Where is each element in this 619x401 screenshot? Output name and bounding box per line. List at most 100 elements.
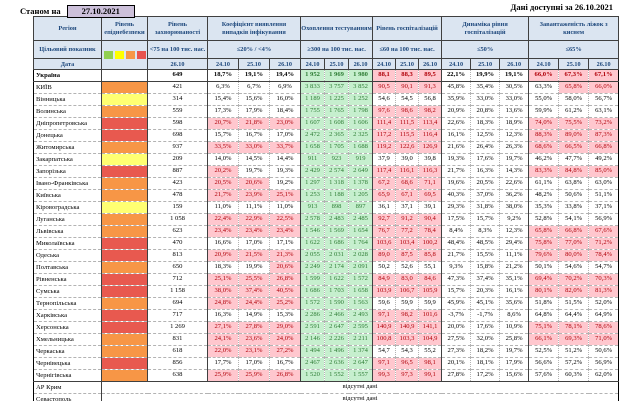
detection-value: 25,5% [238, 273, 270, 286]
detection-value: 15,7% [207, 129, 239, 142]
hospitalization-value: 90,5 [372, 81, 396, 94]
testing-value: 1 686 [324, 237, 349, 250]
detection-value: 25,9% [207, 369, 239, 382]
oxygen-beds-value: 74,0% [528, 117, 559, 130]
hosp-dynamics-value: 31,8% [470, 201, 500, 214]
table-row: АР Крим відсутні дані [33, 381, 619, 394]
table-row: КИЇВ 421 6,3% 6,7% 6,9% 3 833 3 757 3 852 90,5 90… [33, 81, 619, 94]
oxygen-beds-value: 61,2% [558, 105, 589, 118]
oxygen-beds-value: 51,2% [558, 345, 589, 358]
hosp-dynamics-value: 18,9% [499, 117, 529, 130]
date-cell: 25.10 [395, 58, 420, 70]
hosp-dynamics-value: 12,3% [499, 225, 529, 238]
region-name: Донецька [33, 129, 102, 142]
oxygen-beds-value: 80,1% [528, 285, 559, 298]
testing-value: 2 636 [324, 357, 349, 370]
table-header: Регіон Рівень епіднебезпеки Рівень захво… [33, 16, 619, 70]
table-row: Одеська 813 20,9% 21,5% 21,3% 2 055 2 031 2 028… [33, 249, 619, 262]
hosp-dynamics-value: 21,7% [441, 165, 471, 178]
hospitalization-value: 122,6 [395, 141, 419, 154]
hospitalization-value: 99,1 [418, 369, 442, 382]
region-name: Київська [33, 189, 102, 202]
oxygen-beds-value: 87,3% [588, 129, 619, 142]
hospitalization-value: 55,2 [418, 345, 442, 358]
hosp-dynamics-value: 21,7% [441, 249, 471, 262]
detection-value: 6,7% [238, 81, 270, 94]
hosp-dynamics-value: 15,7% [470, 213, 500, 226]
oxygen-beds-value: 84,8% [558, 165, 589, 178]
oxygen-beds-value: 66,8% [558, 225, 589, 238]
testing-value: 1 563 [348, 297, 373, 310]
testing-value: 2 146 [300, 333, 325, 346]
detection-value: 22,4% [207, 213, 239, 226]
danger-level-swatch [101, 117, 148, 130]
detection-value: 14,0% [207, 153, 239, 166]
hospitalization-value: 98,2 [395, 309, 419, 322]
as-of-date: 27.10.2021 [66, 5, 135, 18]
detection-value: 33,5% [207, 141, 239, 154]
covid-regions-table: Регіон Рівень епіднебезпеки Рівень захво… [33, 16, 619, 401]
date-cell: 26.10 [588, 58, 619, 70]
testing-value: 2 649 [348, 165, 373, 178]
testing-value: 1 952 [300, 69, 325, 82]
hospitalization-value: 116,4 [418, 129, 442, 142]
detection-value: 23,6% [238, 333, 270, 346]
hosp-dynamics-value: 26,4% [470, 141, 500, 154]
region-name: Вінницька [33, 93, 102, 106]
detection-value: 19,9% [238, 261, 270, 274]
oxygen-beds-value: 69,3% [558, 333, 589, 346]
target-indicator-label: Цільовий показник [33, 40, 102, 59]
table-row: Вінницька 314 15,4% 15,6% 16,0% 1 189 1 225 1 2… [33, 93, 619, 106]
table-row: Херсонська 1 269 27,1% 27,8% 29,0% 2 591 2 647… [33, 321, 619, 334]
danger-level-swatch [101, 357, 148, 370]
danger-level-swatch [101, 129, 148, 142]
hospitalization-value: 54,6 [372, 93, 396, 106]
criterion-oxygen-beds: ≤65% [528, 40, 619, 59]
hosp-dynamics-value: 9,3% [441, 261, 471, 274]
incidence-value: 1 269 [147, 321, 208, 334]
hosp-dynamics-value: 13,6% [499, 105, 529, 118]
detection-value: 11,0% [268, 201, 301, 214]
legend-yellow-square [114, 51, 124, 59]
hosp-dynamics-value: 35,1% [499, 273, 529, 286]
criterion-testing: ≥300 на 100 тис. нас. [300, 40, 374, 59]
oxygen-beds-value: 54,6% [558, 261, 589, 274]
hospitalization-value: 52,6 [395, 261, 419, 274]
hospitalization-value: 116,1 [395, 165, 419, 178]
incidence-value: 618 [147, 345, 208, 358]
date-cell: 25.10 [558, 58, 590, 70]
hospitalization-value: 39,8 [418, 153, 442, 166]
hosp-dynamics-value: 27,3% [441, 345, 471, 358]
testing-value: 3 852 [348, 81, 373, 94]
incidence-value: 421 [147, 81, 208, 94]
hosp-dynamics-value: 15,8% [470, 261, 500, 274]
detection-value: 24,8% [207, 297, 239, 310]
oxygen-beds-value: 57,2% [558, 357, 589, 370]
table-row: Полтавська 650 18,3% 19,9% 20,6% 2 249 2 174 2 … [33, 261, 619, 274]
region-name: Харківська [33, 309, 102, 322]
oxygen-beds-value: 57,6% [528, 369, 559, 382]
oxygen-beds-value: 50,6% [558, 189, 589, 202]
header-criteria-row: Цільовий показник <75 на 100 тис. нас. ≤… [33, 40, 619, 70]
hosp-dynamics-value: 22,6% [441, 117, 471, 130]
hospitalization-value: 97,3 [395, 369, 419, 382]
hospitalization-value: 88,1 [372, 69, 396, 82]
region-name: Полтавська [33, 261, 102, 274]
testing-value: 1 572 [300, 297, 325, 310]
hospitalization-value: 39,0 [395, 153, 419, 166]
hosp-dynamics-value: 18,3% [470, 117, 500, 130]
hospitalization-value: 84,6 [418, 273, 442, 286]
table-row: Київська 478 21,7% 23,9% 25,1% 1 253 1 188 1 20… [33, 189, 619, 202]
oxygen-beds-value: 71,0% [588, 333, 619, 346]
hosp-dynamics-value: 15,5% [470, 249, 500, 262]
detection-value: 22,0% [207, 345, 239, 358]
detection-value: 15,6% [238, 93, 270, 106]
oxygen-beds-value: 89,0% [558, 129, 589, 142]
oxygen-beds-value: 51,5% [558, 297, 589, 310]
incidence-value: 712 [147, 273, 208, 286]
hosp-dynamics-value: 48,4% [441, 237, 471, 250]
hospitalization-value: 84,9 [372, 273, 396, 286]
testing-value: 1 374 [348, 345, 373, 358]
table-row: Україна 649 18,7% 19,1% 19,4% 1 952 1 969 1 980… [33, 69, 619, 82]
